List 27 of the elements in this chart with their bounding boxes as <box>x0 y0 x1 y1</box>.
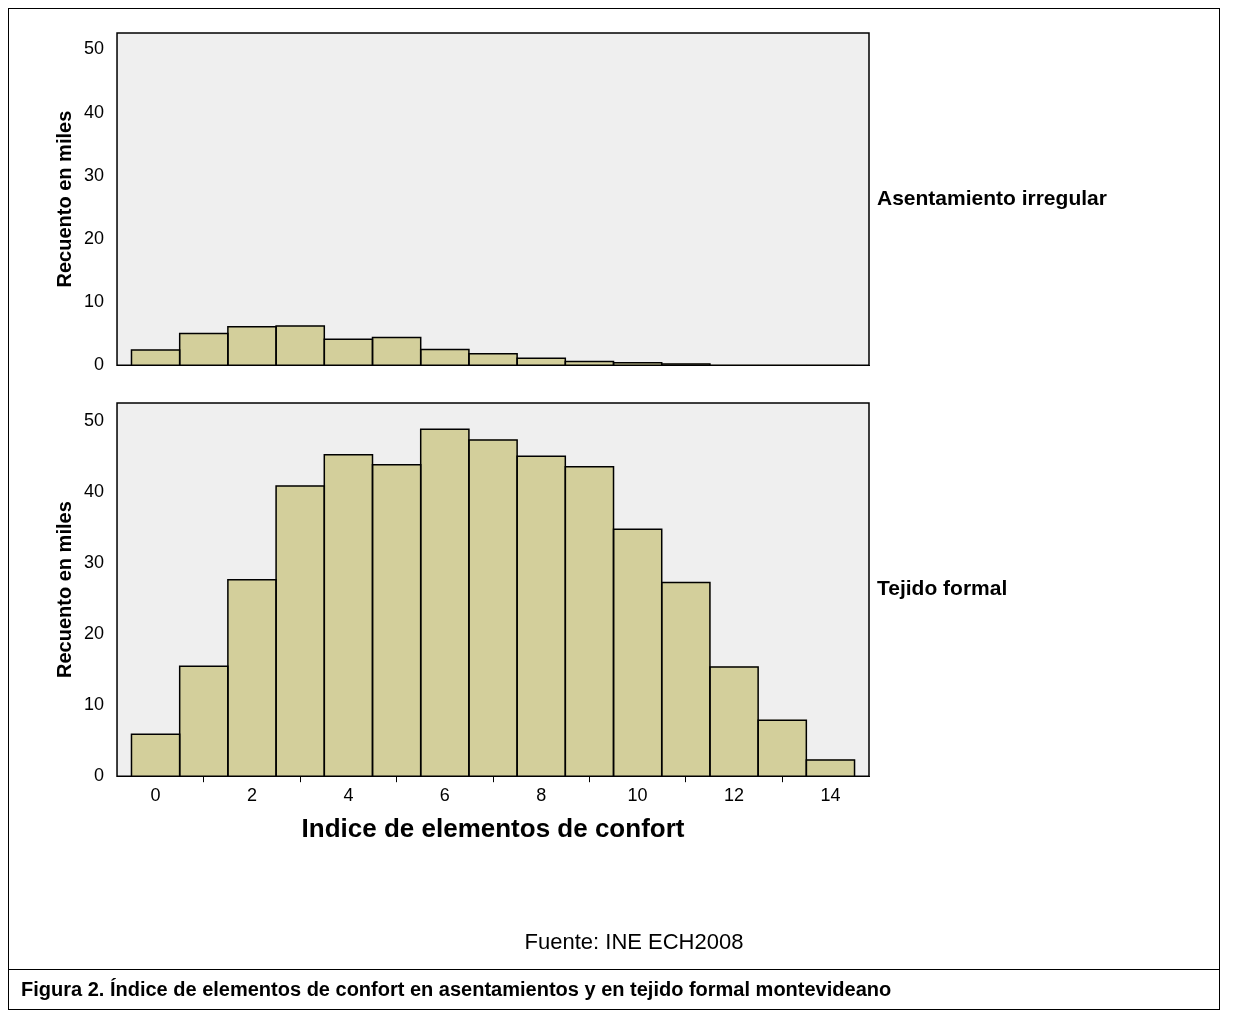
y-tick-label: 30 <box>83 164 105 185</box>
x-axis-title: Indice de elementos de confort <box>301 812 685 843</box>
x-tick-label: 8 <box>536 784 547 805</box>
text: Figura 2. Índice de elementos de confort en asentamientos y en tejido formal montevideano <box>9 969 1219 1009</box>
y-tick-label: 40 <box>83 101 105 122</box>
y-axis-title: Recuento en miles <box>52 501 75 678</box>
x-tick-label: 2 <box>246 784 257 805</box>
source-note: Fuente: INE ECH2008 <box>523 929 745 956</box>
y-tick-label: 30 <box>83 552 105 573</box>
y-tick-label: 50 <box>83 38 105 59</box>
y-tick-label: 40 <box>83 481 105 502</box>
y-tick-label: 50 <box>83 410 105 431</box>
y-tick-label: 20 <box>83 623 105 644</box>
y-tick-label: 0 <box>94 765 105 786</box>
x-tick-label: 0 <box>150 784 161 805</box>
y-tick-label: 10 <box>83 291 105 312</box>
x-tick-label: 12 <box>724 784 745 805</box>
text: Tejido formal <box>877 576 1008 600</box>
x-tick-label: 6 <box>439 784 450 805</box>
y-tick-label: 0 <box>94 354 105 375</box>
x-tick-label: 10 <box>627 784 648 805</box>
text: Asentamiento irregular <box>877 185 1107 209</box>
y-tick-label: 10 <box>83 694 105 715</box>
x-tick-label: 14 <box>820 784 841 805</box>
x-tick-label: 4 <box>343 784 354 805</box>
y-axis-title: Recuento en miles <box>52 110 75 288</box>
y-tick-label: 20 <box>83 227 105 248</box>
